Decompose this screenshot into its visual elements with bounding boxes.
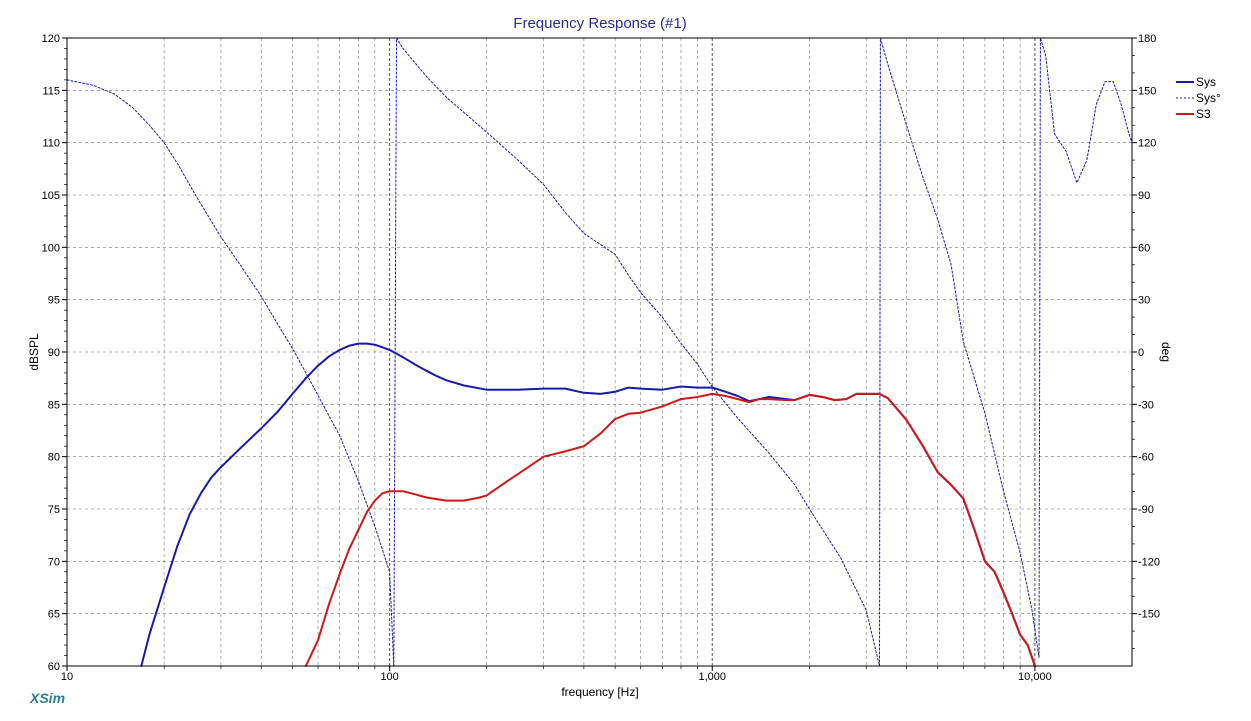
y-tick-label: 110 xyxy=(42,138,60,150)
y-tick-label: 80 xyxy=(48,452,60,464)
x-tick-label: 10,000 xyxy=(1018,671,1052,683)
y2-tick-label: -30 xyxy=(1138,399,1154,411)
legend-label-s3: S3 xyxy=(1196,107,1211,121)
y2-tick-label: 0 xyxy=(1138,347,1144,359)
y2-axis-title: deg xyxy=(1159,342,1173,362)
legend-label-sys: Sys xyxy=(1196,75,1216,89)
y-tick-label: 85 xyxy=(48,399,60,411)
y-axis-title: dBSPL xyxy=(27,333,41,371)
y2-tick-label: -150 xyxy=(1138,609,1160,621)
x-tick-label: 100 xyxy=(380,671,398,683)
y-tick-label: 95 xyxy=(48,295,60,307)
x-tick-label: 10 xyxy=(61,671,73,683)
y2-tick-label: 120 xyxy=(1138,138,1156,150)
xsim-brand-logo: XSim xyxy=(29,690,65,706)
series-line xyxy=(393,37,880,667)
y2-tick-label: 30 xyxy=(1138,295,1150,307)
x-axis-title: frequency [Hz] xyxy=(561,685,638,699)
y2-tick-label: -90 xyxy=(1138,504,1154,516)
x-tick-label: 1,000 xyxy=(698,671,726,683)
y2-tick-label: -60 xyxy=(1138,452,1154,464)
legend-label-sys-phase: Sys° xyxy=(1196,91,1221,105)
y-tick-label: 75 xyxy=(48,504,60,516)
series-line xyxy=(1038,37,1133,658)
series-line xyxy=(66,79,395,667)
series-s3 xyxy=(304,392,1036,667)
chart-title: Frequency Response (#1) xyxy=(513,15,686,32)
y-tick-label: 115 xyxy=(42,85,60,97)
y2-tick-label: 150 xyxy=(1138,85,1156,97)
y2-tick-label: 180 xyxy=(1138,33,1156,45)
y-tick-label: 105 xyxy=(42,190,60,202)
y-tick-label: 70 xyxy=(48,556,60,568)
y-tick-label: 90 xyxy=(48,347,60,359)
legend: Sys Sys° S3 xyxy=(1176,75,1221,121)
y-tick-label: 60 xyxy=(48,661,60,673)
y-tick-label: 100 xyxy=(42,242,60,254)
y-tick-label: 120 xyxy=(42,33,60,45)
y2-tick-label: 90 xyxy=(1138,190,1150,202)
y2-tick-label: 60 xyxy=(1138,242,1150,254)
y-tick-label: 65 xyxy=(48,609,60,621)
series-sys-phase xyxy=(66,37,1133,667)
series-line xyxy=(879,37,1040,667)
series-lines xyxy=(66,37,1133,667)
y2-tick-label: -120 xyxy=(1138,556,1160,568)
series-line xyxy=(304,392,1036,667)
